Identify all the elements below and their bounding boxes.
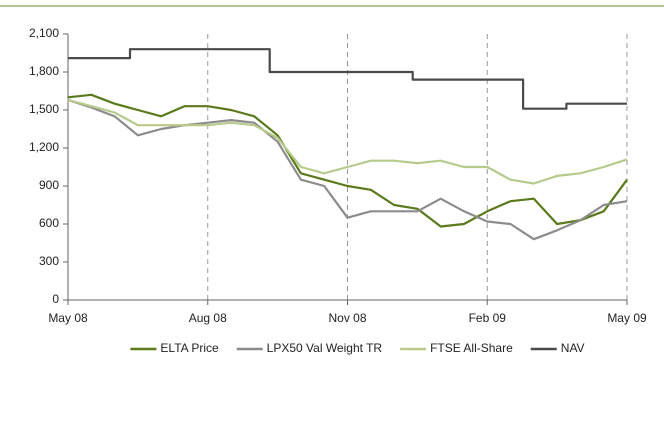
y-tick-label: 300 <box>39 254 59 268</box>
series-line <box>67 93 628 228</box>
legend-label: LPX50 Val Weight TR <box>267 341 383 355</box>
y-tick-label: 2,100 <box>29 26 59 40</box>
series-line <box>67 98 628 241</box>
x-tick-label: Feb 09 <box>469 311 507 325</box>
x-tick-label: Nov 08 <box>328 311 366 325</box>
y-tick-label: 1,800 <box>29 64 59 78</box>
series-line <box>68 48 627 110</box>
y-tick-label: 900 <box>39 178 59 192</box>
legend-label: NAV <box>561 341 585 355</box>
series-line <box>67 98 628 185</box>
y-tick-label: 0 <box>52 292 59 306</box>
x-tick-label: Aug 08 <box>189 311 227 325</box>
y-tick-label: 1,500 <box>29 102 59 116</box>
legend-label: ELTA Price <box>160 341 219 355</box>
x-tick-label: May 09 <box>607 311 647 325</box>
y-tick-label: 600 <box>39 216 59 230</box>
legend-label: FTSE All-Share <box>430 341 513 355</box>
y-tick-label: 1,200 <box>29 140 59 154</box>
x-tick-label: May 08 <box>48 311 88 325</box>
